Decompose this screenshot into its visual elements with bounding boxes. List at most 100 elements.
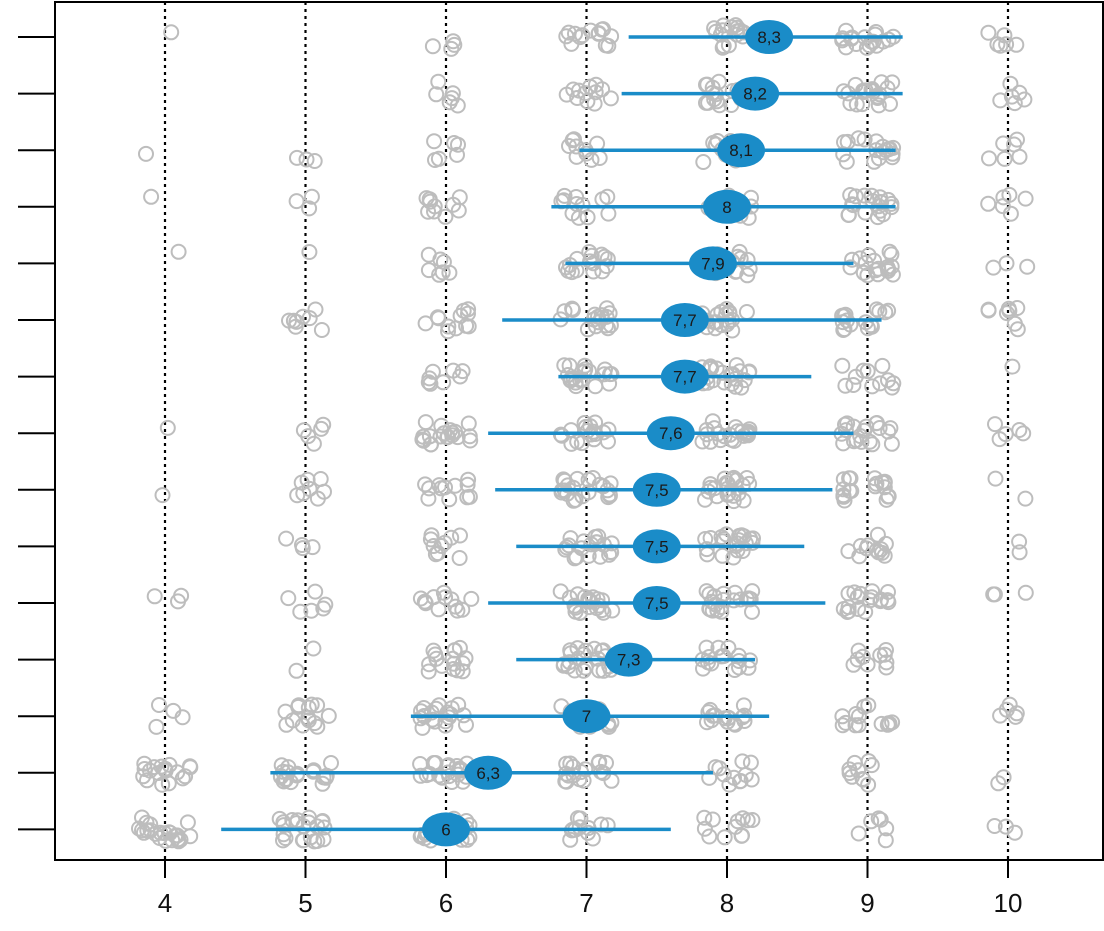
mean-label: 7,6	[659, 424, 683, 443]
data-point	[454, 363, 471, 380]
data-point	[882, 95, 898, 112]
data-point	[445, 196, 462, 213]
data-point	[854, 771, 871, 787]
data-point	[739, 251, 756, 268]
data-point	[278, 530, 295, 547]
data-point	[280, 590, 297, 607]
mean-marker	[703, 189, 751, 224]
data-point	[884, 74, 901, 91]
data-point	[600, 37, 617, 54]
mean-marker	[422, 812, 470, 847]
data-point	[997, 818, 1014, 835]
data-point	[157, 832, 174, 849]
data-point	[579, 321, 596, 338]
data-point	[288, 767, 305, 784]
data-point	[288, 193, 305, 210]
data-point	[869, 526, 886, 543]
mean-label: 7,7	[673, 311, 697, 330]
data-point	[445, 362, 462, 379]
data-point	[567, 491, 584, 508]
data-point	[303, 188, 320, 205]
data-point	[573, 540, 590, 557]
data-point	[426, 133, 443, 150]
data-point	[1015, 425, 1032, 442]
mean-markers: 8,3 8,2 8,1 8 7,9 7,7 7,7 7,6 7,5 7,5 7,5 7,3 7 6,3 6	[422, 20, 794, 847]
data-point	[1017, 490, 1034, 507]
data-point	[452, 527, 468, 544]
data-point	[719, 486, 736, 503]
data-point	[463, 590, 480, 607]
data-point	[701, 828, 718, 845]
data-point	[874, 544, 890, 561]
data-point	[568, 189, 585, 205]
data-point	[305, 640, 322, 657]
mean-label: 7,5	[645, 594, 669, 613]
data-point	[422, 375, 439, 392]
data-point	[838, 39, 854, 56]
data-point	[980, 195, 997, 212]
data-point	[729, 542, 746, 559]
data-point	[569, 470, 586, 487]
data-point	[417, 476, 434, 493]
data-point	[995, 769, 1012, 786]
x-axis-ticks: 4 5 6 7 8 9 10	[158, 860, 1022, 918]
data-point	[724, 322, 741, 339]
mean-marker	[562, 699, 611, 734]
data-point	[447, 477, 464, 494]
data-point	[420, 374, 437, 391]
data-point	[863, 589, 880, 606]
data-point	[587, 378, 604, 395]
data-point	[878, 659, 895, 676]
data-point	[996, 150, 1013, 167]
data-point	[864, 583, 881, 600]
data-point	[868, 301, 885, 318]
data-point	[698, 541, 715, 558]
data-point	[440, 318, 457, 335]
data-point	[734, 827, 750, 844]
data-point	[729, 813, 746, 830]
data-point	[980, 301, 997, 318]
data-point	[835, 601, 852, 617]
x-tick-label: 8	[720, 888, 734, 918]
data-point	[866, 470, 883, 487]
data-point	[1009, 321, 1026, 338]
data-point	[841, 761, 858, 778]
data-point	[582, 592, 598, 609]
data-point	[577, 85, 594, 102]
data-point	[857, 603, 874, 620]
data-point	[284, 812, 301, 828]
data-point	[562, 642, 579, 659]
data-point	[586, 95, 603, 112]
data-point	[877, 304, 894, 321]
data-point	[572, 29, 589, 46]
data-point	[856, 131, 873, 148]
data-point	[855, 82, 872, 99]
data-point	[314, 775, 331, 792]
data-point	[1016, 91, 1033, 108]
mean-label: 7,5	[645, 481, 669, 500]
data-point	[285, 312, 302, 329]
data-point	[424, 38, 441, 55]
data-point	[435, 254, 452, 270]
data-point	[695, 154, 712, 170]
data-point	[443, 591, 460, 608]
data-point	[880, 584, 896, 600]
data-point	[417, 595, 434, 612]
data-point	[182, 828, 199, 845]
mean-marker	[745, 20, 794, 54]
x-tick-label: 7	[579, 888, 593, 918]
data-point	[580, 484, 597, 501]
data-point	[600, 205, 617, 222]
mean-marker	[731, 76, 780, 111]
mean-marker	[646, 416, 695, 451]
data-point	[281, 312, 297, 329]
data-point	[139, 772, 155, 789]
data-point	[880, 423, 897, 440]
data-point	[306, 153, 323, 169]
data-point	[1006, 136, 1023, 153]
data-point	[412, 767, 429, 784]
data-point	[572, 372, 589, 389]
data-point	[846, 584, 863, 601]
y-axis-ticks	[18, 36, 55, 831]
data-point	[295, 422, 312, 439]
